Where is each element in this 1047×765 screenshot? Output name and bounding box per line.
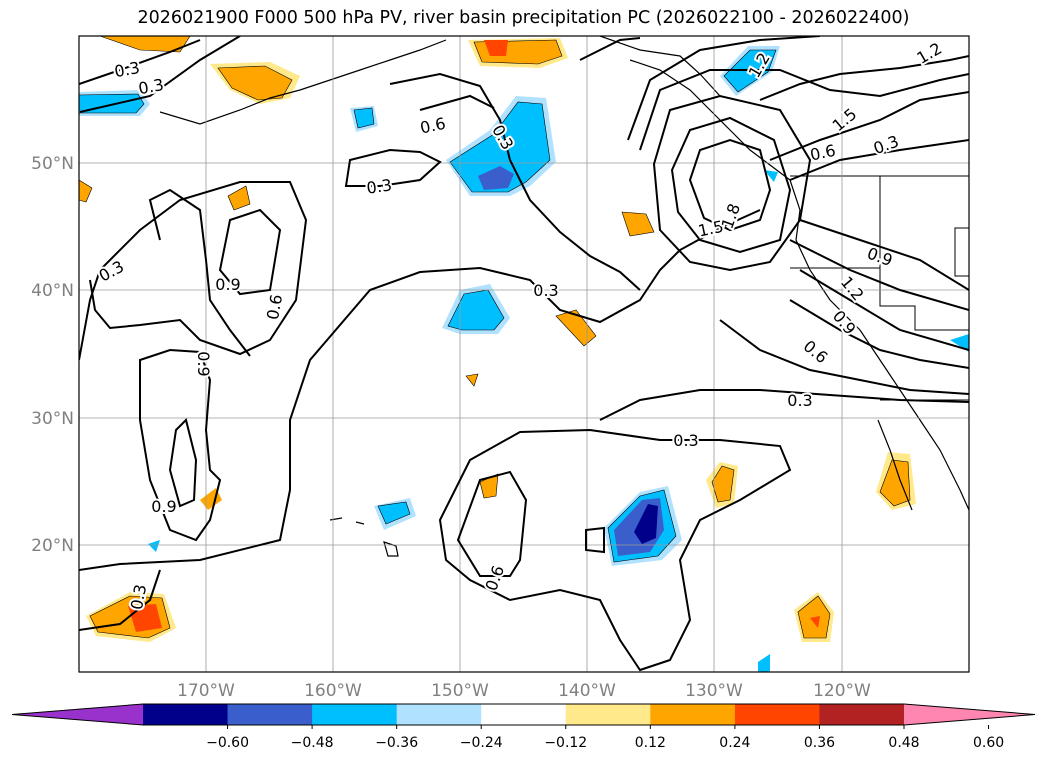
contour-label: 0.3 [673,431,698,450]
longitude-labels: 170°W 160°W 150°W 140°W 130°W 120°W [177,681,871,701]
precip-blob [148,540,160,552]
precip-blob [810,616,820,628]
precip-blob [79,179,93,203]
precipitation-shading [79,36,969,672]
precip-blob [950,334,969,352]
lat-label: 50°N [31,154,74,174]
lon-label: 130°W [685,681,743,701]
precip-blob [711,465,735,503]
colorbar-tick-label: −0.60 [206,735,249,751]
colorbar-tick-label: −0.36 [375,735,418,751]
colorbar-tick-label: 0.60 [973,735,1004,751]
precip-blob [797,595,831,639]
precip-blob [377,501,411,525]
colorbar-segment [312,704,398,725]
precip-blob [227,185,251,211]
contour-label: 0.9 [151,497,176,516]
precip-blob [764,170,778,182]
colorbar-tick-label: 0.12 [635,735,666,751]
lat-label: 20°N [31,536,74,556]
colorbar-extend-low [12,704,143,725]
precip-blob [758,654,770,672]
colorbar-segment [650,704,736,725]
colorbar-segment [481,704,567,725]
lon-label: 150°W [431,681,489,701]
contour-label: 0.9 [215,275,240,294]
lon-label: 120°W [813,681,871,701]
political-borders [790,175,969,401]
colorbar-segment [227,704,313,725]
lat-label: 40°N [31,281,74,301]
lat-label: 30°N [31,409,74,429]
precip-blob [621,211,655,237]
colorbar-tick-label: 0.36 [804,735,835,751]
latitude-labels: 50°N 40°N 30°N 20°N [31,154,74,556]
precip-blob [484,40,508,56]
colorbar-tick-label: −0.12 [544,735,587,751]
contour-label: 0.3 [365,175,393,197]
precip-blob [634,504,658,544]
precip-blob [449,101,551,193]
lon-label: 170°W [177,681,235,701]
pv-contours [79,36,969,672]
precip-blob [478,166,514,190]
colorbar-segment [396,704,482,725]
lon-label: 140°W [558,681,616,701]
precip-blob [879,459,911,507]
precip-blob [217,65,293,101]
colorbar-tick-label: 0.48 [888,735,919,751]
lon-label: 160°W [304,681,362,701]
colorbar: −0.60 −0.48 −0.36 −0.24 −0.12 0.12 0.24 0.36 0.4… [11,703,1036,751]
contour-label: 0.3 [533,281,558,300]
precip-blob [447,289,505,331]
precip-blob [353,107,375,129]
colorbar-segment [819,704,905,725]
map-frame [78,35,970,673]
colorbar-segment [143,704,229,725]
colorbar-tick-label: −0.48 [291,735,334,751]
precip-blob [465,373,479,387]
contour-label: 0.9 [194,351,213,376]
contour-label: 0.3 [787,391,812,410]
map-title: 2026021900 F000 500 hPa PV, river basin … [137,8,910,28]
colorbar-segment [565,704,651,725]
colorbar-tick-label: 0.24 [719,735,750,751]
colorbar-extend-high [904,704,1035,725]
precip-blob [99,36,191,53]
colorbar-segment [734,704,820,725]
colorbar-tick-label: −0.24 [460,735,503,751]
colorbar-outline [11,703,1036,726]
gridlines [79,36,969,672]
